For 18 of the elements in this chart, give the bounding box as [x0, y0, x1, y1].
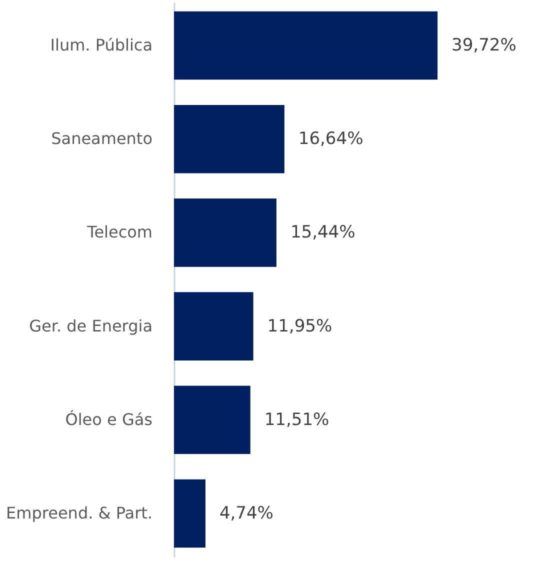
bar [174, 198, 276, 267]
data-label: 39,72% [452, 36, 516, 56]
y-tick-label: Saneamento [51, 129, 152, 148]
data-label: 16,64% [298, 129, 364, 150]
bar [174, 386, 250, 454]
data-label: 11,51% [264, 410, 330, 430]
bar [174, 292, 254, 360]
data-label: 15,44% [290, 222, 356, 243]
y-tick-label: Empreend. & Part. [6, 503, 152, 522]
y-tick-label: Telecom [86, 222, 152, 242]
y-tick-label: Ilum. Pública [50, 36, 152, 55]
bar [174, 479, 206, 548]
bar [174, 11, 438, 80]
y-tick-label: Ger. de Energia [29, 316, 152, 336]
bar [174, 104, 284, 174]
data-label: 11,95% [267, 316, 332, 336]
data-label: 4,74% [219, 503, 274, 524]
y-tick-label: Óleo e Gás [65, 410, 152, 429]
